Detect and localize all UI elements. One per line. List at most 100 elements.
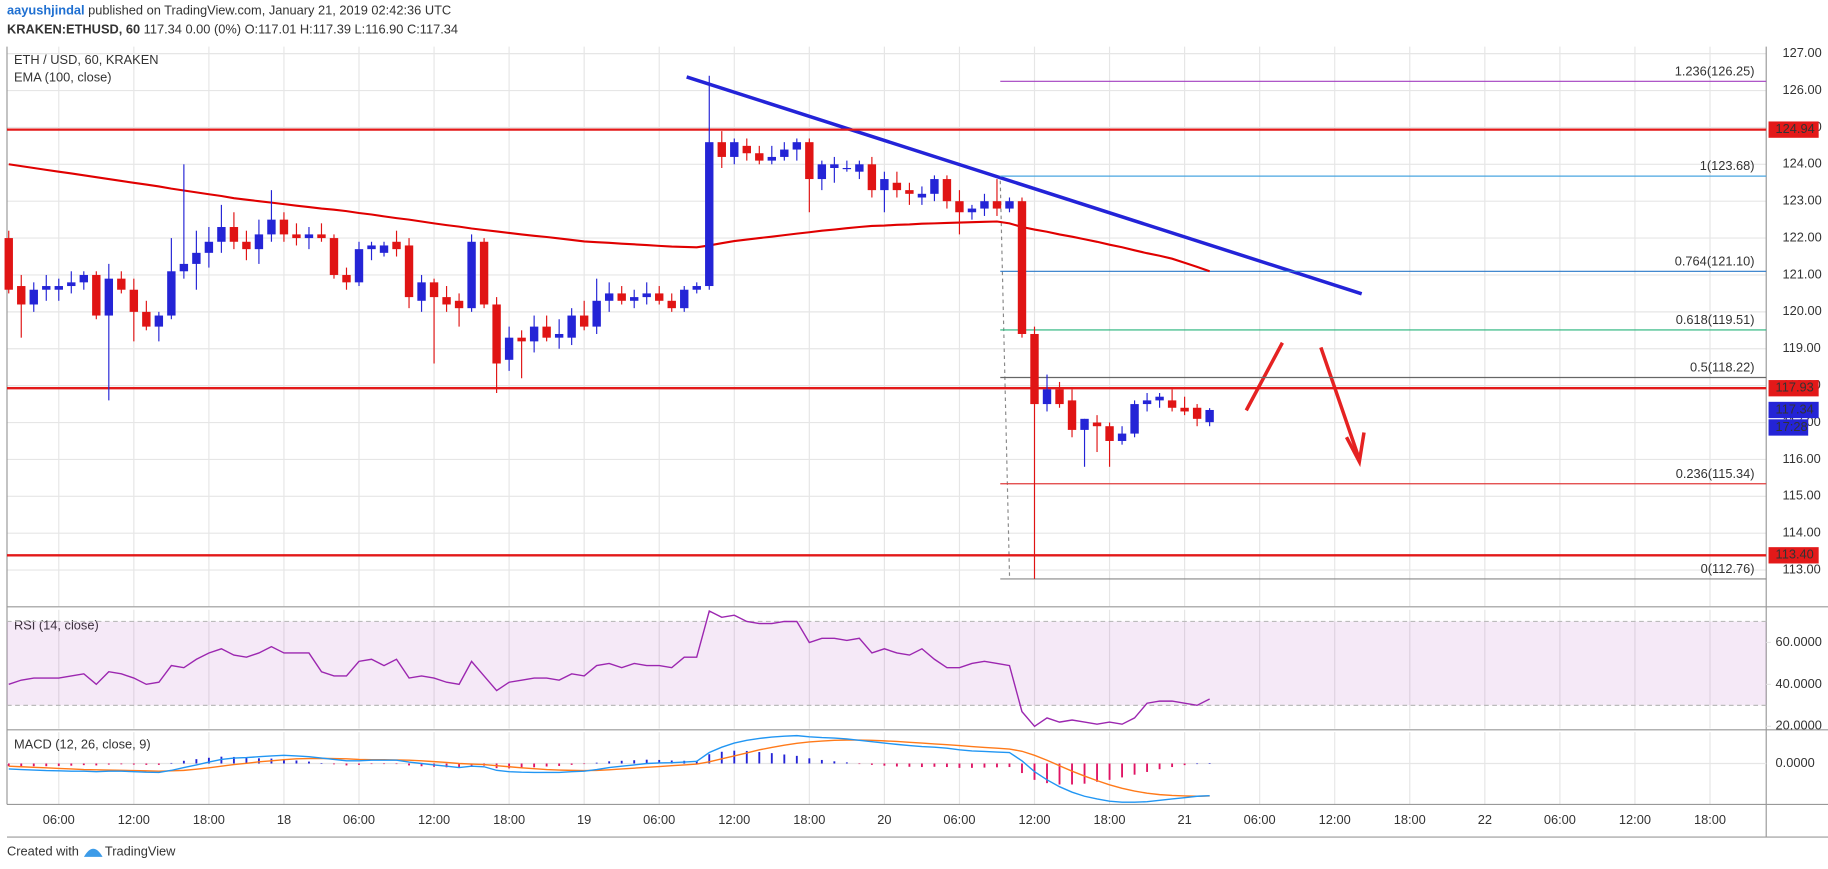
candle-body (942, 179, 952, 202)
fib-label: 0(112.76) (1701, 561, 1755, 576)
ema-line (8, 163, 1210, 273)
x-tick-label: 12:00 (1018, 812, 1050, 827)
candle-body (517, 337, 526, 342)
rsi-tick-label: 40.0000 (1776, 676, 1822, 691)
last-price-tag (1768, 401, 1819, 419)
candle-body (467, 241, 476, 309)
y-tick-label: 122.00 (1783, 229, 1822, 244)
x-tick-label: 06:00 (943, 812, 975, 827)
macd-histogram-bar (1071, 763, 1073, 785)
x-tick-label: 19 (577, 812, 591, 827)
candle-body (454, 300, 464, 309)
candle-body (67, 282, 76, 287)
candle-body (1005, 201, 1014, 209)
macd-histogram-bar (1183, 763, 1186, 766)
candle-body (404, 245, 414, 298)
candle-body (867, 164, 877, 191)
candle-body (892, 182, 902, 191)
rsi-tick-label: 20.0000 (1776, 718, 1822, 733)
candle-body (880, 179, 889, 191)
macd-histogram-bar (383, 763, 385, 765)
macd-histogram-bar (1171, 763, 1174, 768)
candle-body (805, 142, 814, 180)
macd-histogram-bar (708, 754, 711, 764)
macd-histogram-bar (870, 763, 873, 765)
arrow-down (1319, 346, 1361, 460)
x-tick-label: 18:00 (1694, 812, 1726, 827)
candle-body (780, 149, 789, 157)
candle-body (742, 145, 751, 154)
level-tag-label: 124.94 (1776, 121, 1815, 136)
macd-histogram-bar (257, 758, 260, 764)
quote-line: KRAKEN:ETHUSD, 60 117.34 0.00 (0%) O:117… (7, 22, 458, 37)
rsi-band (6, 621, 1767, 706)
macd-histogram-bar (720, 751, 723, 764)
candle-body (4, 238, 13, 290)
x-tick-label: 12:00 (1619, 812, 1651, 827)
candle-body (905, 190, 914, 194)
candle-body (317, 234, 326, 239)
macd-histogram-bar (520, 763, 523, 768)
macd-title: MACD (12, 26, close, 9) (14, 736, 151, 751)
macd-histogram-bar (182, 760, 185, 764)
candle-body (292, 234, 301, 239)
macd-histogram-bar (946, 763, 948, 768)
macd-histogram-bar (808, 758, 811, 764)
macd-histogram-bar (295, 760, 298, 764)
level-tag (1768, 547, 1819, 564)
y-tick-label: 123.00 (1783, 193, 1822, 208)
candle-body (1180, 407, 1189, 412)
candle-body (617, 293, 626, 301)
candle-body (1017, 201, 1027, 334)
macd-histogram-bar (645, 759, 648, 764)
footer-brand[interactable]: TradingView (105, 844, 176, 859)
macd-histogram-bar (7, 763, 10, 767)
candle-body (217, 227, 226, 242)
candle-body (1067, 400, 1077, 430)
candle-body (680, 289, 689, 309)
candle-body (955, 201, 964, 213)
candle-body (667, 300, 676, 309)
candle-body (429, 282, 439, 298)
macd-histogram-bar (82, 763, 85, 766)
candle-body (992, 201, 1002, 209)
candle-body (1205, 409, 1214, 423)
level-tag (1768, 380, 1819, 397)
macd-histogram-bar (1146, 763, 1149, 772)
x-tick-label: 12:00 (1319, 812, 1351, 827)
author[interactable]: aayushjindal (7, 3, 85, 18)
macd-histogram-bar (558, 763, 561, 766)
macd-histogram-bar (733, 750, 736, 764)
candle-body (930, 179, 939, 194)
macd-histogram-bar (395, 763, 398, 765)
x-tick-label: 18:00 (793, 812, 825, 827)
macd-histogram-bar (1083, 763, 1086, 784)
candle-body (554, 333, 564, 338)
footer: Created with TradingView (7, 844, 176, 859)
macd-histogram-bar (445, 763, 448, 768)
rsi-line (8, 609, 1210, 728)
macd-histogram-bar (345, 763, 348, 766)
y-tick-label: 121.00 (1783, 266, 1822, 281)
candle-body (1130, 404, 1139, 434)
candle-body (1155, 396, 1164, 401)
candle-body (1080, 418, 1089, 430)
candle-body (42, 286, 51, 290)
macd-histogram-bar (770, 753, 773, 764)
fib-label: 1.236(126.25) (1675, 63, 1755, 78)
macd-histogram-bar (45, 763, 48, 767)
macd-histogram-bar (120, 763, 123, 765)
macd-histogram-bar (408, 763, 410, 766)
level-tag-label: 113.40 (1776, 547, 1814, 562)
candle-body (842, 167, 852, 170)
macd-histogram-bar (207, 757, 210, 764)
macd-histogram-bar (195, 759, 198, 764)
candle-body (1092, 422, 1102, 427)
fib-label: 0.5(118.22) (1690, 360, 1755, 375)
macd-histogram-bar (1021, 763, 1023, 774)
macd-histogram-bar (132, 763, 135, 765)
y-tick-label: 127.00 (1783, 45, 1822, 60)
candle-body (579, 315, 589, 327)
candle-body (755, 153, 764, 161)
macd-histogram-bar (245, 757, 248, 764)
